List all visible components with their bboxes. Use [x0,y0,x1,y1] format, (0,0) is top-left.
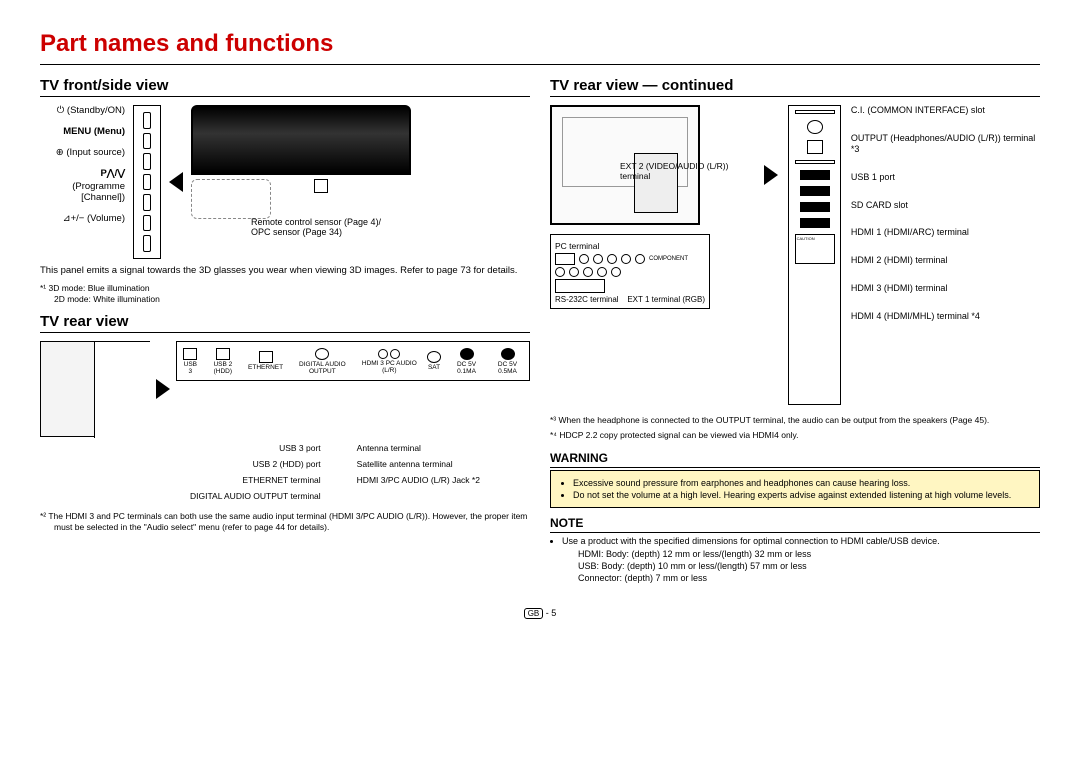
left-column: TV front/side view ⏻ (Standby/ON) MENU (… [40,77,530,584]
sensor-label: Remote control sensor (Page 4)/ OPC sens… [251,217,411,237]
warning-item: Do not set the volume at a high level. H… [573,489,1029,501]
footnote-4: *⁴ HDCP 2.2 copy protected signal can be… [550,430,1040,441]
tv-top-diagram [191,105,411,175]
note-item: Use a product with the specified dimensi… [562,535,1040,547]
note-heading: NOTE [550,516,1040,533]
footnote-3: *³ When the headphone is connected to th… [550,415,1040,426]
connector-panel: PC terminal COMPONENT RS-232C terminal E… [550,234,710,309]
arrow-icon [169,172,183,192]
warning-item: Excessive sound pressure from earphones … [573,477,1029,489]
right-column: TV rear view — continued PC terminal COM… [550,77,1040,584]
port-strip: USB 3 USB 2 (HDD) ETHERNET DIGITAL AUDIO… [176,341,530,381]
arrow-icon [764,165,778,185]
footnote-2: *² The HDMI 3 and PC terminals can both … [40,511,530,533]
warning-box: Excessive sound pressure from earphones … [550,470,1040,508]
section-rear-cont-title: TV rear view — continued [550,77,1040,97]
arrow-icon [156,379,170,399]
page-number: 5 [551,608,556,618]
page-title: Part names and functions [40,30,1040,65]
page-footer: GB - 5 [40,608,1040,618]
btn-label: ⊿+/− (Volume) [40,213,125,224]
btn-label: MENU (Menu) [40,126,125,137]
note-sub: HDMI: Body: (depth) 12 mm or less/(lengt… [550,548,1040,584]
btn-label: P⋀/⋁ [40,168,125,179]
note-list: Use a product with the specified dimensi… [550,535,1040,547]
panel-note: This panel emits a signal towards the 3D… [40,265,530,277]
region-badge: GB [524,608,544,619]
section-front-title: TV front/side view [40,77,530,97]
btn-label: ⊕ (Input source) [40,147,125,158]
side-button-panel [133,105,161,259]
tv-rear-corner [40,341,150,437]
footnote-1: *¹ 3D mode: Blue illumination 2D mode: W… [40,283,530,305]
side-panel-labels: C.I. (COMMON INTERFACE) slot OUTPUT (Hea… [851,105,1040,338]
warning-heading: WARNING [550,451,1040,468]
btn-label: (Programme [Channel]) [40,181,125,203]
section-rear-title: TV rear view [40,313,530,333]
btn-label: ⏻ (Standby/ON) [40,105,125,116]
front-button-labels: ⏻ (Standby/ON) MENU (Menu) ⊕ (Input sour… [40,105,125,259]
port-leaders: USB 3 port USB 2 (HDD) port ETHERNET ter… [40,443,530,507]
side-panel-diagram: CAUTION [788,105,841,405]
